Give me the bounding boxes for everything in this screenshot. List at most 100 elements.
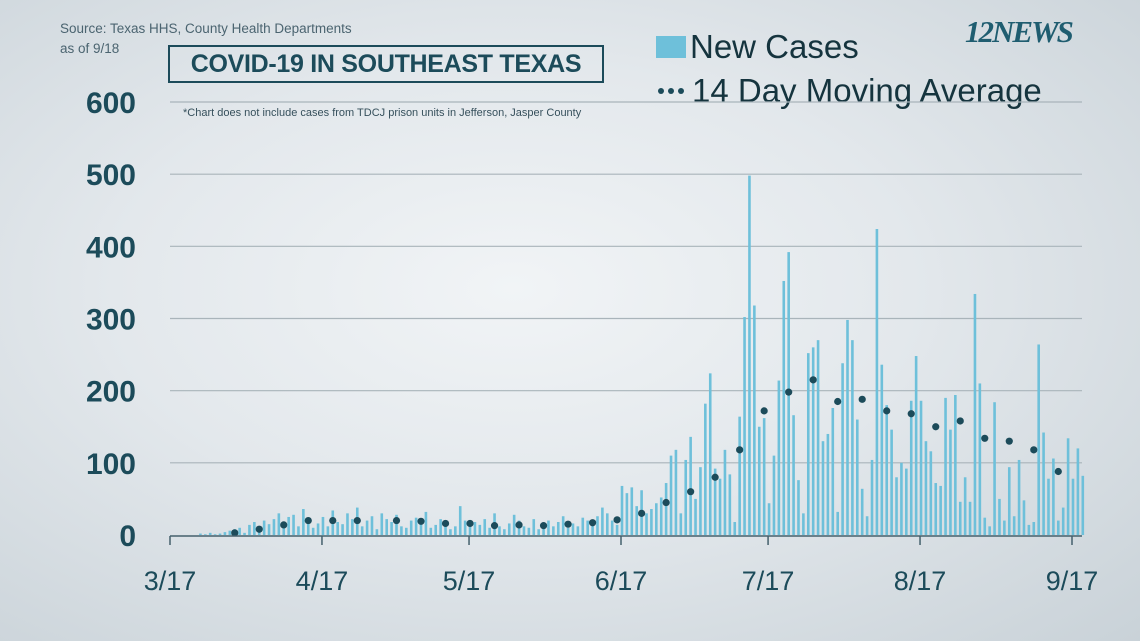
bar bbox=[630, 487, 634, 535]
moving-average-dot bbox=[304, 516, 312, 525]
bar bbox=[488, 527, 491, 535]
bar bbox=[400, 526, 403, 535]
bar bbox=[218, 533, 222, 535]
bar bbox=[547, 520, 550, 535]
bar bbox=[302, 509, 305, 535]
legend-label: New Cases bbox=[690, 28, 859, 65]
bar bbox=[669, 455, 673, 535]
bar bbox=[860, 488, 864, 535]
bar bbox=[1003, 520, 1006, 535]
bar bbox=[204, 534, 207, 535]
bar bbox=[297, 526, 300, 535]
bar bbox=[856, 419, 859, 535]
bar bbox=[478, 524, 482, 535]
bar bbox=[782, 280, 786, 535]
bar bbox=[561, 516, 565, 535]
bar bbox=[694, 498, 697, 535]
as-of-date: as of 9/18 bbox=[60, 41, 120, 56]
bar bbox=[208, 532, 212, 535]
bar bbox=[909, 400, 913, 535]
bar bbox=[924, 441, 928, 535]
bar bbox=[336, 522, 339, 535]
bar bbox=[826, 433, 830, 535]
bar bbox=[223, 532, 227, 535]
bar bbox=[287, 516, 290, 535]
dotted-line-icon bbox=[656, 88, 686, 94]
bar bbox=[380, 513, 384, 535]
moving-average-dot bbox=[392, 516, 401, 525]
bar bbox=[699, 467, 702, 535]
bar bbox=[1037, 344, 1040, 535]
bar bbox=[537, 529, 540, 535]
bar bbox=[836, 511, 839, 535]
x-tick-label: 8/17 bbox=[894, 566, 947, 596]
bar bbox=[346, 513, 349, 535]
bar bbox=[993, 402, 996, 535]
y-tick-label: 100 bbox=[86, 448, 136, 481]
moving-average-dot bbox=[785, 388, 793, 396]
bar bbox=[292, 514, 295, 535]
bar bbox=[321, 516, 325, 535]
bar bbox=[664, 483, 668, 535]
bar bbox=[757, 426, 761, 535]
bar bbox=[360, 526, 364, 535]
bar bbox=[762, 418, 766, 535]
bar bbox=[527, 527, 531, 535]
bar bbox=[390, 522, 393, 535]
y-tick-label: 400 bbox=[86, 231, 136, 264]
bar bbox=[792, 415, 795, 535]
bar bbox=[243, 532, 246, 535]
x-tick-label: 9/17 bbox=[1046, 566, 1099, 596]
bar bbox=[934, 483, 938, 535]
bar bbox=[1022, 500, 1026, 535]
bar bbox=[963, 477, 967, 535]
bar bbox=[444, 522, 447, 535]
bar bbox=[277, 513, 281, 535]
bar bbox=[767, 503, 771, 535]
bar bbox=[738, 416, 741, 535]
bar bbox=[238, 527, 241, 535]
bar bbox=[498, 526, 501, 535]
bar bbox=[865, 516, 869, 535]
bar bbox=[586, 520, 589, 535]
moving-average-dot bbox=[441, 519, 450, 528]
y-tick-label: 500 bbox=[86, 159, 136, 192]
legend-item-moving-average: 14 Day Moving Average bbox=[656, 69, 1042, 113]
bar bbox=[973, 293, 977, 535]
legend-label: 14 Day Moving Average bbox=[692, 72, 1042, 109]
bar bbox=[655, 503, 658, 535]
x-tick-label: 5/17 bbox=[443, 566, 496, 596]
bar bbox=[370, 516, 374, 535]
moving-average-dot bbox=[1054, 467, 1062, 476]
source-line: Source: Texas HHS, County Health Departm… bbox=[60, 21, 352, 36]
y-tick-label: 300 bbox=[86, 304, 136, 337]
moving-average-dot bbox=[932, 423, 940, 431]
bar bbox=[748, 175, 751, 536]
moving-average-dot bbox=[638, 509, 646, 517]
bar bbox=[900, 462, 903, 535]
bar bbox=[684, 459, 688, 535]
bar bbox=[267, 524, 271, 535]
bar bbox=[282, 522, 286, 535]
bar bbox=[316, 523, 320, 535]
bar bbox=[385, 519, 388, 535]
moving-average-dot bbox=[255, 525, 263, 533]
bar bbox=[228, 530, 232, 535]
moving-average-dot bbox=[515, 521, 523, 529]
bar bbox=[743, 317, 746, 535]
bar bbox=[1056, 520, 1060, 535]
moving-average-dot bbox=[687, 488, 695, 496]
bar bbox=[253, 522, 256, 535]
moving-average-dot bbox=[466, 519, 474, 528]
moving-average-dot bbox=[956, 417, 964, 425]
bar bbox=[1071, 478, 1075, 535]
moving-average-dot bbox=[883, 407, 891, 415]
bar bbox=[679, 513, 683, 535]
bar bbox=[831, 407, 835, 535]
bar bbox=[576, 526, 580, 535]
moving-average-dot bbox=[1005, 437, 1013, 445]
bar bbox=[954, 394, 957, 535]
bar bbox=[919, 400, 923, 535]
moving-average-dot bbox=[1030, 446, 1038, 454]
bar bbox=[816, 340, 820, 535]
